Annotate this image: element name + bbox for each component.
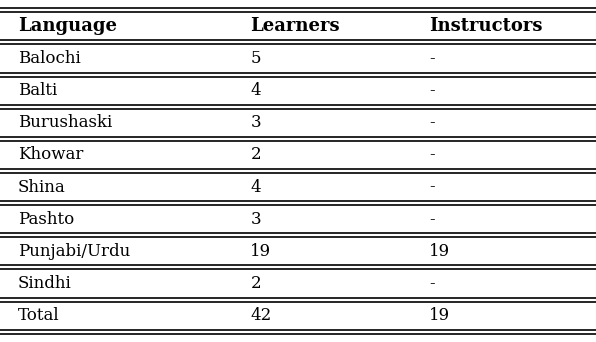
Text: 2: 2 [250,275,261,292]
Text: 19: 19 [250,243,271,260]
Text: Language: Language [18,17,117,35]
Text: -: - [429,179,434,196]
Text: -: - [429,114,434,131]
Text: Balochi: Balochi [18,50,80,67]
Text: 19: 19 [429,307,450,324]
Text: 3: 3 [250,211,261,228]
Text: -: - [429,50,434,67]
Text: Khowar: Khowar [18,146,83,163]
Text: -: - [429,275,434,292]
Text: Learners: Learners [250,17,340,35]
Text: -: - [429,146,434,163]
Text: 4: 4 [250,179,261,196]
Text: 5: 5 [250,50,261,67]
Text: Total: Total [18,307,60,324]
Text: 42: 42 [250,307,272,324]
Text: Shina: Shina [18,179,66,196]
Text: 4: 4 [250,82,261,99]
Text: Pashto: Pashto [18,211,74,228]
Text: -: - [429,211,434,228]
Text: -: - [429,82,434,99]
Text: Sindhi: Sindhi [18,275,72,292]
Text: 19: 19 [429,243,450,260]
Text: Instructors: Instructors [429,17,542,35]
Text: 3: 3 [250,114,261,131]
Text: Punjabi/Urdu: Punjabi/Urdu [18,243,130,260]
Text: 2: 2 [250,146,261,163]
Text: Burushaski: Burushaski [18,114,112,131]
Text: Balti: Balti [18,82,57,99]
